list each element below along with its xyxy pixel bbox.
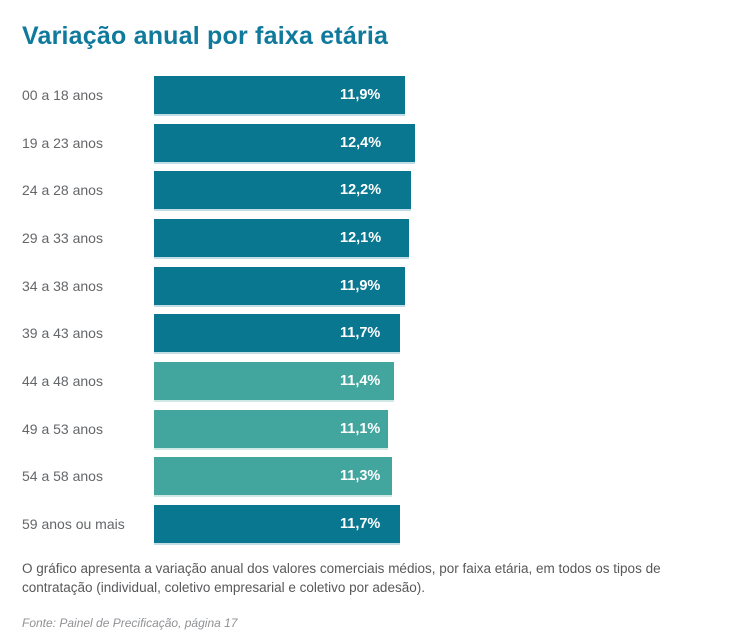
bar-area: 11,7%: [154, 314, 728, 353]
chart-row: 34 a 38 anos 11,9%: [22, 262, 728, 310]
chart-row: 54 a 58 anos 11,3%: [22, 453, 728, 501]
page-title: Variação anual por faixa etária: [22, 22, 389, 50]
bar: [154, 75, 405, 114]
chart-row: 49 a 53 anos 11,1%: [22, 405, 728, 453]
chart-row: 39 a 43 anos 11,7%: [22, 309, 728, 357]
bar-area: 11,4%: [154, 361, 728, 400]
bar-value-label: 12,4%: [340, 134, 382, 151]
bar: [154, 457, 392, 496]
chart-row: 19 a 23 anos 12,4%: [22, 119, 728, 167]
bar-value-label: 11,7%: [340, 516, 381, 533]
bar: [154, 409, 388, 448]
bar-value-label: 12,1%: [340, 229, 382, 246]
bar: [154, 314, 401, 353]
category-label: 39 a 43 anos: [22, 325, 103, 342]
category-label: 44 a 48 anos: [22, 372, 103, 389]
bar: [154, 266, 405, 305]
category-label: 34 a 38 anos: [22, 277, 103, 294]
category-label: 29 a 33 anos: [22, 229, 103, 246]
bar-area: 11,3%: [154, 457, 728, 496]
bar-value-label: 11,1%: [340, 420, 381, 437]
bar-value-label: 11,3%: [340, 468, 381, 485]
bar-value-label: 12,2%: [340, 182, 382, 199]
category-label: 49 a 53 anos: [22, 420, 103, 437]
chart-row: 44 a 48 anos 11,4%: [22, 357, 728, 405]
category-label: 59 anos ou mais: [22, 516, 125, 533]
chart-description: O gráfico apresenta a variação anual dos…: [22, 560, 661, 596]
chart-row: 00 a 18 anos 11,9%: [22, 71, 728, 119]
bar-area: 11,1%: [154, 409, 728, 448]
bar: [154, 218, 409, 257]
bar-area: 12,1%: [154, 218, 728, 257]
bar-value-label: 11,4%: [340, 372, 381, 389]
chart-row: 59 anos ou mais 11,7%: [22, 500, 728, 548]
bar: [154, 171, 411, 210]
category-label: 00 a 18 anos: [22, 86, 103, 103]
bar-chart: 00 a 18 anos 11,9% 19 a 23 anos 12,4% 24 a 2…: [22, 71, 728, 548]
bar: [154, 123, 415, 162]
bar-value-label: 11,9%: [340, 86, 381, 103]
chart-row: 29 a 33 anos 12,1%: [22, 214, 728, 262]
category-label: 24 a 28 anos: [22, 182, 103, 199]
chart-row: 24 a 28 anos 12,2%: [22, 166, 728, 214]
bar-area: 12,2%: [154, 171, 728, 210]
source-note: Fonte: Painel de Precificação, página 17: [22, 615, 238, 630]
bar-area: 11,9%: [154, 75, 728, 114]
bar-area: 11,7%: [154, 505, 728, 544]
category-label: 19 a 23 anos: [22, 134, 103, 151]
bar-area: 11,9%: [154, 266, 728, 305]
bar-area: 12,4%: [154, 123, 728, 162]
bar: [154, 505, 401, 544]
bar-value-label: 11,7%: [340, 325, 381, 342]
bar: [154, 361, 394, 400]
bar-value-label: 11,9%: [340, 277, 381, 294]
category-label: 54 a 58 anos: [22, 468, 103, 485]
